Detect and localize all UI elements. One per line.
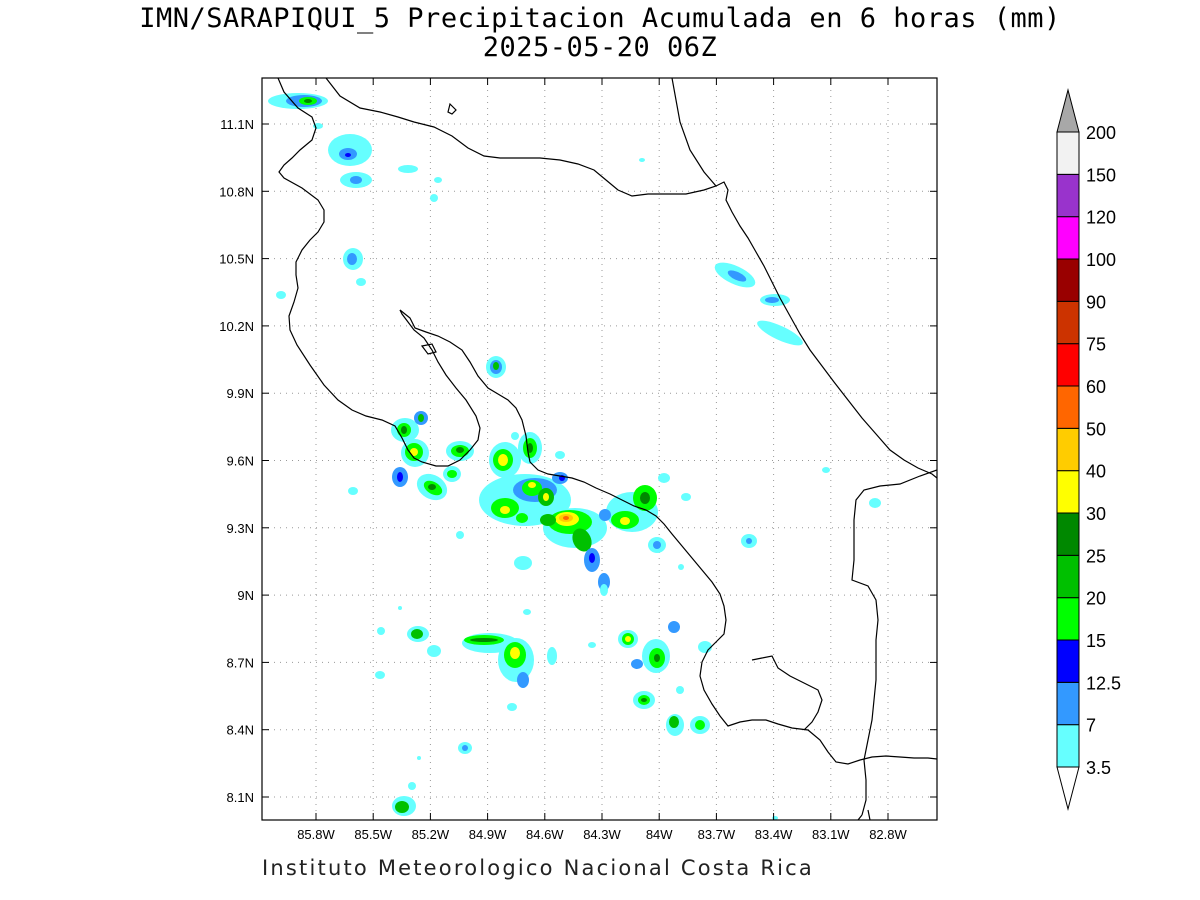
precip-cell — [375, 606, 441, 679]
legend-level-label: 3.5 — [1086, 758, 1111, 778]
legend-swatch — [1056, 343, 1080, 387]
legend-level-label: 90 — [1086, 292, 1106, 312]
precip-cell — [540, 508, 610, 596]
y-tick-label: 10.2N — [219, 319, 254, 334]
plot-background — [262, 78, 937, 820]
legend-swatch — [1056, 385, 1080, 429]
title-line-1: IMN/SARAPIQUI_5 Precipitacion Acumulada … — [139, 3, 1061, 34]
x-tick-label: 85.5W — [354, 827, 392, 842]
x-tick-label: 84.9W — [469, 827, 507, 842]
map-title: IMN/SARAPIQUI_5 Precipitacion Acumulada … — [0, 4, 1200, 62]
plot-area: 85.8W 85.5W 85.2W 84.9W 84.6W 84.3W 84W 83.7W 83… — [219, 77, 938, 842]
legend-level-label: 120 — [1086, 208, 1116, 228]
y-tick-label: 9N — [237, 588, 254, 603]
precip-cell — [486, 356, 506, 378]
x-tick-label: 82.8W — [869, 827, 907, 842]
legend-swatch — [1056, 427, 1080, 472]
coastline-osa — [751, 655, 823, 731]
precip-cell — [479, 472, 571, 526]
y-tick-label: 10.5N — [219, 252, 254, 267]
y-tick-label: 9.6N — [227, 454, 254, 469]
legend-level-label: 7 — [1086, 716, 1096, 736]
border-line-north — [671, 78, 717, 187]
y-tick-label: 8.4N — [227, 723, 254, 738]
x-tick-label: 85.2W — [412, 827, 450, 842]
precip-cell — [456, 467, 881, 570]
x-axis: 85.8W 85.5W 85.2W 84.9W 84.6W 84.3W 84W 83.7W 83… — [297, 78, 908, 842]
y-tick-label: 11.1N — [220, 117, 254, 132]
legend-swatch — [1056, 512, 1080, 556]
x-tick-label: 83.1W — [812, 827, 850, 842]
x-tick-label: 84.6W — [526, 827, 564, 842]
coastline-gulf-nicoya — [399, 309, 937, 765]
x-tick-label: 83.7W — [698, 827, 736, 842]
y-tick-label: 8.7N — [227, 655, 254, 670]
precip-cell — [348, 411, 474, 501]
legend-swatch — [1056, 681, 1080, 726]
legend-swatch — [1056, 554, 1080, 599]
legend-level-label: 12.5 — [1086, 673, 1121, 693]
legend-level-label: 20 — [1086, 589, 1106, 609]
legend-level-label: 30 — [1086, 504, 1106, 524]
x-tick-label: 84W — [646, 827, 673, 842]
border-southern-tip — [857, 809, 871, 820]
legend-level-label: 40 — [1086, 462, 1106, 482]
legend-level-label: 75 — [1086, 335, 1106, 355]
legend-level-label: 100 — [1086, 250, 1116, 270]
x-tick-label: 83.4W — [755, 827, 793, 842]
y-tick-label: 9.3N — [227, 521, 254, 536]
legend-level-label: 150 — [1086, 165, 1116, 185]
y-tick-label: 10.8N — [219, 184, 254, 199]
legend-level-label: 25 — [1086, 546, 1106, 566]
legend-level-label: 50 — [1086, 419, 1106, 439]
legend-swatch — [1056, 173, 1080, 218]
precip-cell — [268, 93, 328, 109]
plot-frame — [261, 77, 938, 821]
legend-swatch — [1056, 300, 1080, 345]
legend-swatch — [1056, 597, 1080, 641]
y-axis: 11.1N 10.8N 10.5N 10.2N 9.9N 9.6N 9.3N 9N 8.7N 8.… — [219, 117, 937, 805]
legend-arrow-top — [1056, 88, 1080, 133]
y-tick-label: 8.1N — [227, 790, 254, 805]
grid-lines — [262, 78, 937, 820]
precip-cell — [392, 621, 778, 820]
legend-swatch — [1056, 216, 1080, 260]
legend-arrow-bottom — [1056, 766, 1080, 811]
y-tick-label: 9.9N — [227, 386, 254, 401]
precip-cell — [276, 248, 366, 299]
legend-swatch — [1056, 258, 1080, 302]
coastline-pacific — [277, 78, 481, 467]
precip-cell — [313, 123, 442, 202]
title-line-2: 2025-05-20 06Z — [482, 32, 718, 63]
legend-level-label: 200 — [1086, 123, 1116, 143]
legend-swatch — [1056, 724, 1080, 768]
precipitation-cells — [268, 93, 881, 820]
coastlines — [277, 78, 937, 820]
border-line-panama — [851, 469, 937, 816]
institution-footer: Instituto Meteorologico Nacional Costa R… — [262, 856, 814, 880]
legend-level-label: 60 — [1086, 377, 1106, 397]
x-tick-label: 84.3W — [583, 827, 621, 842]
legend-level-label: 15 — [1086, 631, 1106, 651]
precip-cell — [462, 609, 596, 711]
legend-swatch — [1056, 131, 1080, 175]
color-legend: 3.5 7 12.5 15 20 25 30 40 50 60 75 90 100 120 150 200 — [1056, 88, 1121, 811]
legend-swatch — [1056, 639, 1080, 683]
lake-nicaragua-island — [447, 102, 457, 115]
legend-swatch — [1056, 470, 1080, 514]
x-tick-label: 85.8W — [297, 827, 335, 842]
gulf-island — [420, 343, 437, 355]
